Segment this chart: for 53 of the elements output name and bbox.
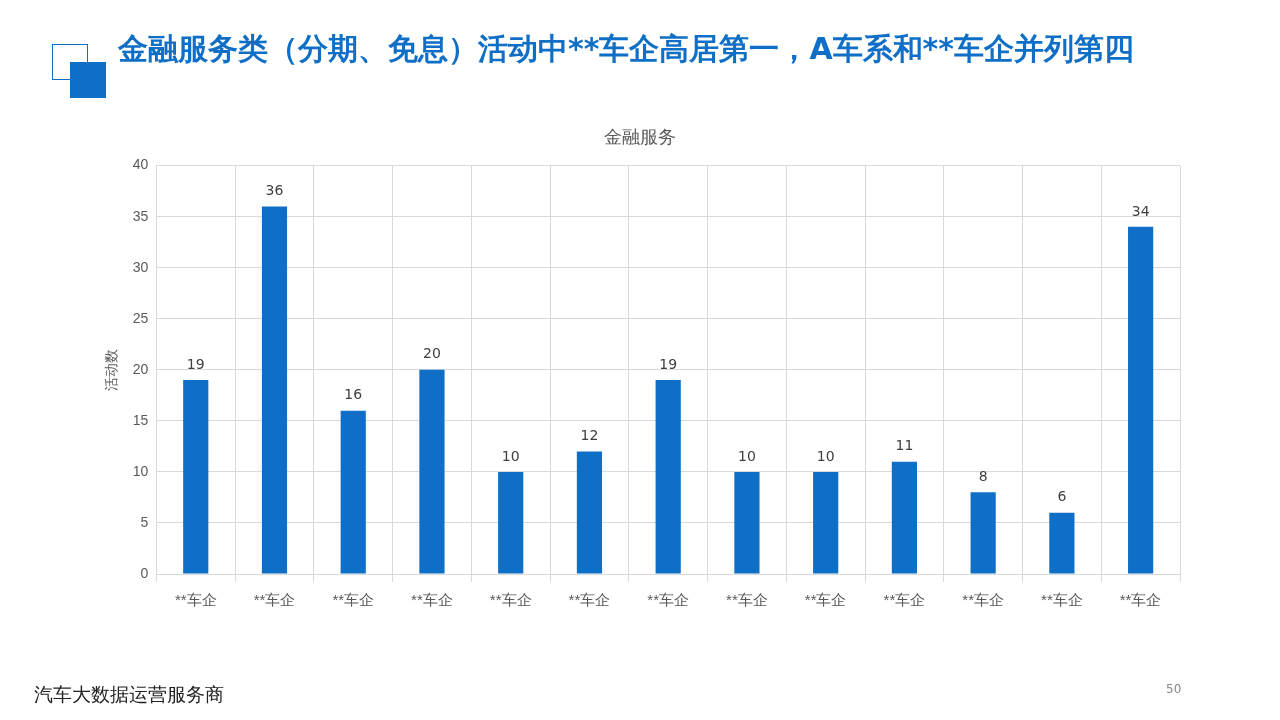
bar [970, 492, 996, 574]
x-tick-label: **车企 [804, 591, 847, 609]
y-tick-label: 40 [132, 156, 149, 173]
x-tick-label: **车企 [568, 591, 611, 609]
bar [261, 206, 288, 574]
data-label: 19 [186, 355, 205, 372]
x-tick-label: **车企 [489, 591, 532, 609]
data-label: 16 [344, 386, 363, 403]
bar [813, 471, 839, 574]
data-label: 12 [580, 427, 599, 444]
data-label: 6 [1057, 488, 1067, 505]
data-label: 36 [265, 182, 284, 199]
chart-subtitle: 金融服务类（分期、免息）活动中**车企高居第一，A车系和**车企并列第四 [118, 31, 1135, 66]
x-tick-label: **车企 [253, 591, 296, 609]
bar [576, 451, 603, 574]
y-tick-label: 25 [132, 309, 149, 326]
text: 汽车大数据运营服务商 [34, 682, 224, 707]
data-label: 20 [423, 345, 441, 362]
x-tick-label: **车企 [726, 591, 768, 609]
bar [734, 471, 760, 574]
x-tick-label: **车企 [962, 591, 1004, 609]
text: 50 [1166, 682, 1182, 696]
x-tick-label: **车企 [1041, 591, 1083, 609]
bar [1049, 512, 1075, 574]
data-label: 8 [978, 467, 988, 484]
x-tick-label: **车企 [174, 591, 217, 609]
bar [419, 369, 445, 574]
chart-title: 金融服务 [604, 126, 676, 148]
data-label: 11 [895, 437, 914, 454]
bar [340, 410, 366, 574]
bar [1128, 226, 1154, 574]
y-tick-label: 15 [132, 411, 149, 428]
y-tick-label: 35 [132, 207, 149, 224]
bar [891, 461, 918, 574]
y-tick-label: 30 [132, 258, 149, 275]
bar [498, 471, 524, 574]
data-label: 10 [816, 447, 835, 464]
data-label: 19 [659, 355, 678, 372]
y-tick-label: 5 [140, 513, 149, 530]
x-tick-label: **车企 [883, 591, 926, 609]
data-label: 10 [501, 447, 520, 464]
data-label: 10 [738, 447, 756, 464]
x-tick-label: **车企 [332, 591, 375, 609]
x-tick-label: **车企 [1119, 591, 1162, 609]
bar [655, 380, 681, 574]
y-tick-label: 10 [132, 462, 149, 479]
x-tick-label: **车企 [411, 591, 453, 609]
data-label: 34 [1131, 202, 1150, 219]
bar [183, 380, 209, 574]
y-tick-label: 0 [140, 564, 149, 581]
y-axis-title: 活动数 [103, 348, 120, 391]
x-tick-label: **车企 [647, 591, 690, 609]
y-tick-label: 20 [132, 360, 149, 377]
